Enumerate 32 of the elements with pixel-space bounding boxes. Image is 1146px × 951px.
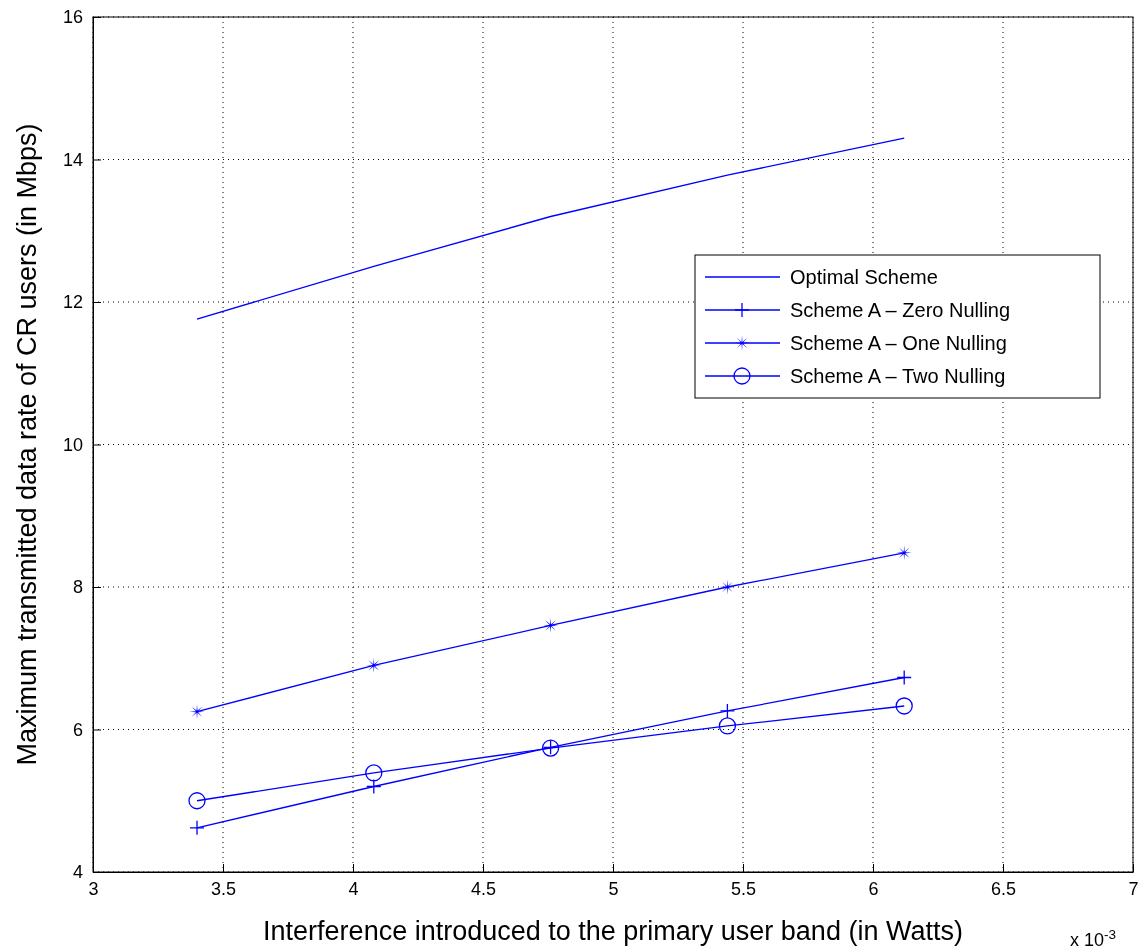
point xyxy=(719,703,736,719)
y-tick-label: 10 xyxy=(62,434,83,455)
legend-label: Scheme A – One Nulling xyxy=(790,332,1007,354)
y-tick-label: 8 xyxy=(72,577,83,598)
point xyxy=(188,792,206,810)
point xyxy=(896,545,912,561)
x-tick-label: 5.5 xyxy=(730,878,757,899)
point xyxy=(189,820,205,836)
x-tick-label: 5 xyxy=(608,878,619,899)
x-axis-title: Interference introduced to the primary user band (in Watts) xyxy=(263,916,963,946)
point xyxy=(718,717,737,735)
y-tick-label: 6 xyxy=(72,719,83,740)
legend-label: Scheme A – Zero Nulling xyxy=(790,299,1011,321)
point xyxy=(895,697,913,715)
x-tick-label: 6 xyxy=(868,878,879,899)
x-tick-label: 3.5 xyxy=(210,878,237,899)
x-tick-label: 3 xyxy=(88,878,99,899)
text: x 10$^{-3}$ xyxy=(1070,926,1117,950)
x-tick-label: 6.5 xyxy=(990,878,1017,899)
legend-label: Optimal Scheme xyxy=(790,266,938,288)
point xyxy=(543,617,559,633)
x-tick-label: 7 xyxy=(1128,878,1139,899)
y-tick-label: 16 xyxy=(62,7,83,28)
legend-label: Scheme A – Two Nulling xyxy=(790,365,1006,387)
y-axis-title: Maximum transmitted data rate of CR users (in Mbps) xyxy=(12,123,42,766)
point xyxy=(365,764,383,782)
x-tick-label: 4 xyxy=(348,878,359,899)
x-tick-label: 4.5 xyxy=(470,878,497,899)
y-tick-label: 14 xyxy=(62,149,83,170)
y-tick-label: 4 xyxy=(72,862,83,883)
y-tick-label: 12 xyxy=(62,292,83,313)
point xyxy=(896,669,912,686)
